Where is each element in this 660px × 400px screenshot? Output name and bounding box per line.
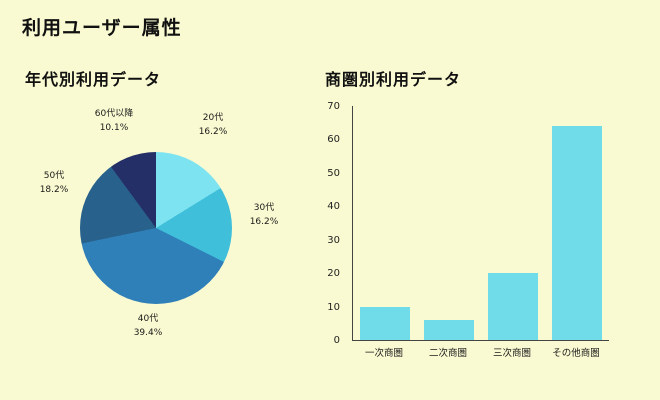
bar-category-labels: 一次商圏 二次商圏 三次商圏 その他商圏 <box>352 345 608 359</box>
y-axis-tick-label: 20 <box>327 268 340 280</box>
y-axis-labels: 0 10 20 30 40 50 60 70 <box>314 101 346 346</box>
pie-slice-value: 16.2% <box>198 127 228 137</box>
y-axis-tick-label: 40 <box>327 201 340 213</box>
bar-chart-title: 商圏別利用データ <box>325 70 462 89</box>
pie-slice-name: 20代 <box>202 113 224 124</box>
bar-category-label: 二次商圏 <box>428 348 467 359</box>
pie-slice-name: 60代以降 <box>94 109 134 120</box>
bar-plot <box>352 106 609 341</box>
pie-slice-label-20s: 20代 16.2% <box>199 112 228 140</box>
page-title: 利用ユーザー属性 <box>22 17 182 39</box>
pie-chart-title: 年代別利用データ <box>25 70 162 89</box>
pie-slice-label-60s-plus: 60代以降 10.1% <box>95 108 133 136</box>
y-axis-tick-label: 50 <box>327 167 340 179</box>
pie-slice-name: 40代 <box>137 314 159 325</box>
bar <box>488 273 538 340</box>
bar-category-label: その他商圏 <box>552 348 600 359</box>
pie-slice-value: 10.1% <box>99 123 129 133</box>
pie-slice-name: 30代 <box>253 203 275 214</box>
bar-category-label: 一次商圏 <box>364 348 403 359</box>
pie-slice-value: 39.4% <box>133 328 163 338</box>
y-axis-tick-label: 30 <box>327 234 340 246</box>
y-axis-tick-label: 60 <box>327 134 340 146</box>
bar <box>424 319 474 340</box>
pie-slice-name: 50代 <box>43 171 65 182</box>
y-axis-tick-label: 70 <box>327 101 340 112</box>
pie-slice-value: 16.2% <box>249 217 279 227</box>
pie-slice-label-50s: 50代 18.2% <box>40 170 69 198</box>
pie-chart <box>80 152 232 304</box>
bar <box>360 306 410 340</box>
pie-slice-label-40s: 40代 39.4% <box>134 313 163 341</box>
bar-category-label: 三次商圏 <box>492 348 531 359</box>
y-axis-tick-label: 0 <box>333 335 340 346</box>
pie-slice-value: 18.2% <box>39 185 69 195</box>
pie-slice-label-30s: 30代 16.2% <box>250 202 279 230</box>
y-axis-tick-label: 10 <box>327 301 340 313</box>
bar <box>552 126 602 340</box>
